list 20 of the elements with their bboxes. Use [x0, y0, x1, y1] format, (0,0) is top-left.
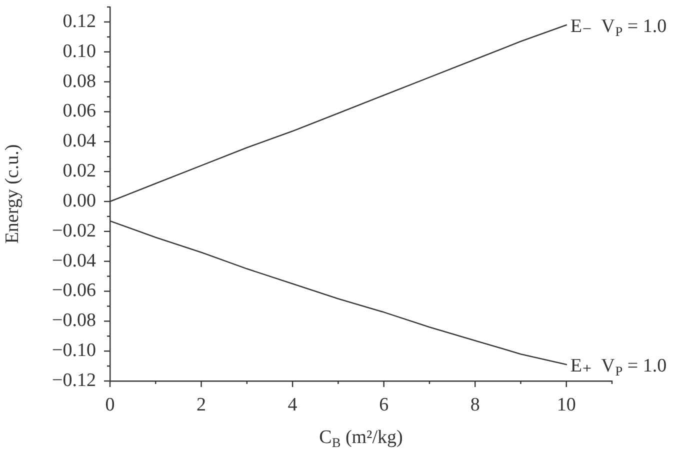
y-axis-title: Energy (c.u.): [2, 144, 23, 244]
x-tick-label: 6: [379, 394, 389, 416]
y-tick-label: 0.04: [62, 130, 96, 152]
y-tick-label: −0.04: [52, 250, 96, 272]
y-tick-label: −0.12: [52, 370, 96, 391]
y-tick-label: −0.10: [52, 340, 96, 362]
y-tick-label: 0.06: [62, 100, 96, 122]
y-tick-label: 0.08: [62, 70, 96, 92]
x-tick-label: 0: [105, 394, 115, 416]
y-tick-label: 0.02: [62, 160, 96, 182]
y-tick-label: −0.06: [52, 280, 96, 302]
y-tick-label: −0.02: [52, 220, 96, 242]
y-tick-label: 0.12: [62, 10, 96, 32]
y-tick-label: 0.10: [62, 40, 96, 62]
x-tick-label: 10: [556, 394, 576, 416]
y-tick-label: 0.00: [62, 190, 96, 212]
x-tick-label: 8: [470, 394, 480, 416]
x-tick-label: 2: [196, 394, 206, 416]
x-tick-label: 4: [288, 394, 298, 416]
y-tick-label: −0.08: [52, 310, 96, 332]
